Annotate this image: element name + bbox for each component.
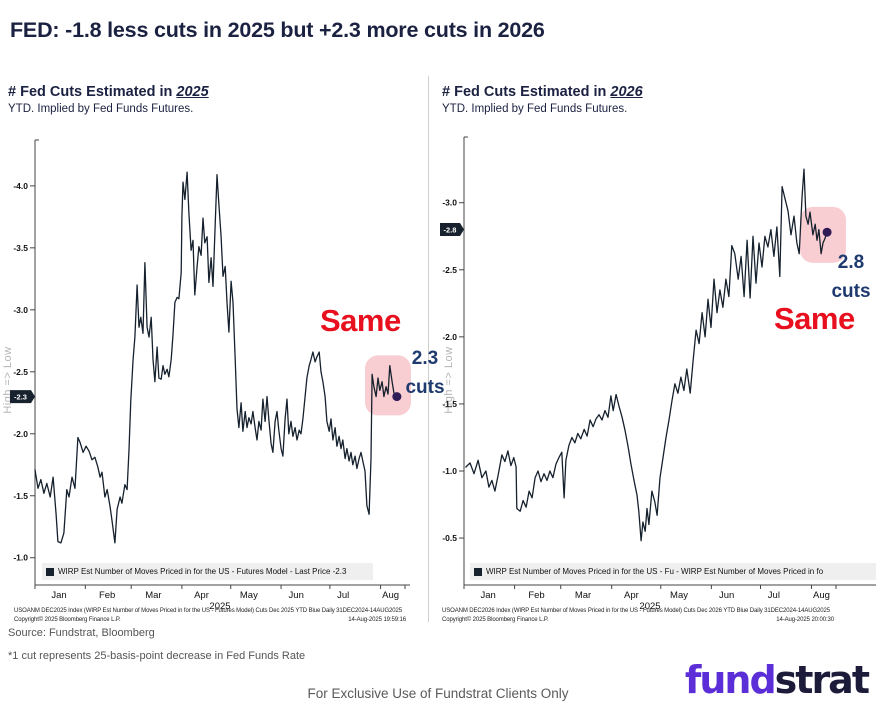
x-month-label: Feb	[528, 590, 544, 601]
y-tick-label: -3.0	[442, 198, 457, 208]
y-tick-label: -4.0	[13, 181, 28, 191]
right-cuts-value: 2.8	[837, 252, 865, 273]
y-tick-label: -3.5	[13, 243, 28, 253]
left-cuts-annotation: 2.3 cuts	[398, 344, 452, 402]
x-month-label: Jun	[719, 590, 734, 601]
x-year-label: 2025	[209, 601, 230, 612]
right-cuts-annotation: 2.8 cuts	[824, 248, 876, 306]
x-year-label: 2025	[639, 601, 660, 612]
left-bloomberg-copyright: Copyright© 2025 Bloomberg Finance L.P.	[14, 616, 121, 623]
page-title: FED: -1.8 less cuts in 2025 but +2.3 mor…	[10, 18, 545, 42]
x-month-label: Mar	[145, 590, 161, 601]
price-line	[34, 171, 398, 544]
x-month-label: May	[240, 590, 258, 601]
x-month-label: Jan	[51, 590, 66, 601]
y-tick-label: -2.5	[13, 367, 28, 377]
x-month-label: Apr	[624, 590, 639, 601]
x-month-label: Mar	[575, 590, 591, 601]
left-same-annotation: Same	[320, 303, 401, 338]
right-line-chart: -3.0 -2.5 -2.0 -1.5 -1.0 -0.5 Jan Feb Mar Apr May J…	[440, 136, 876, 612]
x-month-label: Jan	[481, 590, 496, 601]
x-month-label: Aug	[382, 590, 399, 601]
right-chart-title: # Fed Cuts Estimated in 2026	[442, 84, 643, 100]
y-tick-label: -2.0	[442, 332, 457, 342]
left-cuts-value: 2.3	[411, 348, 439, 369]
left-cuts-unit: cuts	[405, 377, 445, 398]
right-chart-subtitle: YTD. Implied by Fed Funds Futures.	[442, 103, 628, 115]
left-bloomberg-footnote: USOANM DEC2025 Index (WIRP Est Number of…	[14, 607, 406, 624]
y-tick-label: -1.0	[13, 553, 28, 563]
x-month-label: Apr	[194, 590, 209, 601]
right-cuts-unit: cuts	[831, 281, 871, 302]
left-legend-label: WIRP Est Number of Moves Priced in for t…	[58, 567, 347, 576]
source-line: Source: Fundstrat, Bloomberg	[8, 627, 155, 639]
last-price-badge	[10, 390, 35, 404]
right-legend-label: WIRP Est Number of Moves Priced in for t…	[486, 567, 824, 576]
panel-divider	[428, 76, 429, 622]
right-same-annotation: Same	[774, 301, 855, 336]
y-tick-label: -0.5	[442, 533, 457, 543]
x-month-label: Aug	[813, 590, 830, 601]
y-tick-label: -1.0	[442, 466, 457, 476]
left-chart-title-prefix: # Fed Cuts Estimated in	[8, 84, 173, 100]
last-price-badge	[440, 223, 464, 237]
y-tick-label: -1.5	[442, 399, 457, 409]
last-price-badge-label: -2.8	[444, 225, 457, 234]
left-legend-swatch-icon	[46, 567, 54, 576]
logo-strat: strat	[774, 658, 870, 702]
left-bloomberg-timestamp: 14-Aug-2025 19:59:16	[348, 616, 406, 623]
logo-fund: fund	[684, 658, 777, 702]
y-tick-label: -2.0	[13, 429, 28, 439]
left-legend: WIRP Est Number of Moves Priced in for t…	[42, 563, 373, 580]
right-bloomberg-timestamp: 14-Aug-2025 20:00:30	[776, 616, 834, 623]
left-chart-title: # Fed Cuts Estimated in 2025	[8, 84, 209, 100]
right-legend: WIRP Est Number of Moves Priced in for t…	[470, 563, 876, 580]
right-bloomberg-footnote: USOANM DEC2026 Index (WIRP Est Number of…	[442, 607, 834, 624]
y-tick-label: -3.0	[13, 305, 28, 315]
right-bloomberg-copyright: Copyright© 2025 Bloomberg Finance L.P.	[442, 616, 549, 623]
left-line-chart: -4.0 -3.5 -3.0 -2.5 -2.0 -1.5 -1.0 Jan Feb Mar Apr…	[10, 139, 411, 612]
cut-definition-footnote: *1 cut represents 25-basis-point decreas…	[8, 650, 306, 662]
footer-disclaimer: For Exclusive Use of Fundstrat Clients O…	[307, 686, 569, 701]
right-bloomberg-line1: USOANM DEC2026 Index (WIRP Est Number of…	[442, 608, 830, 614]
left-chart-subtitle: YTD. Implied by Fed Funds Futures.	[8, 103, 194, 115]
y-tick-label: -2.5	[442, 265, 457, 275]
fundstrat-logo: fundstrat	[684, 658, 870, 702]
left-chart-title-year: 2025	[176, 84, 209, 100]
last-point-dot	[822, 227, 832, 237]
left-bloomberg-line1: USOANM DEC2025 Index (WIRP Est Number of…	[14, 608, 402, 614]
x-month-label: Jul	[768, 590, 780, 601]
right-chart-title-prefix: # Fed Cuts Estimated in	[442, 84, 607, 100]
last-price-badge-label: -2.3	[14, 392, 27, 401]
x-month-label: Jun	[289, 590, 304, 601]
last-point-dot	[392, 392, 402, 402]
right-legend-swatch-icon	[474, 567, 482, 576]
y-tick-label: -1.5	[13, 491, 28, 501]
price-line	[465, 168, 828, 542]
x-month-label: Feb	[99, 590, 115, 601]
x-month-label: May	[670, 590, 688, 601]
right-chart-title-year: 2026	[610, 84, 643, 100]
x-month-label: Jul	[337, 590, 349, 601]
